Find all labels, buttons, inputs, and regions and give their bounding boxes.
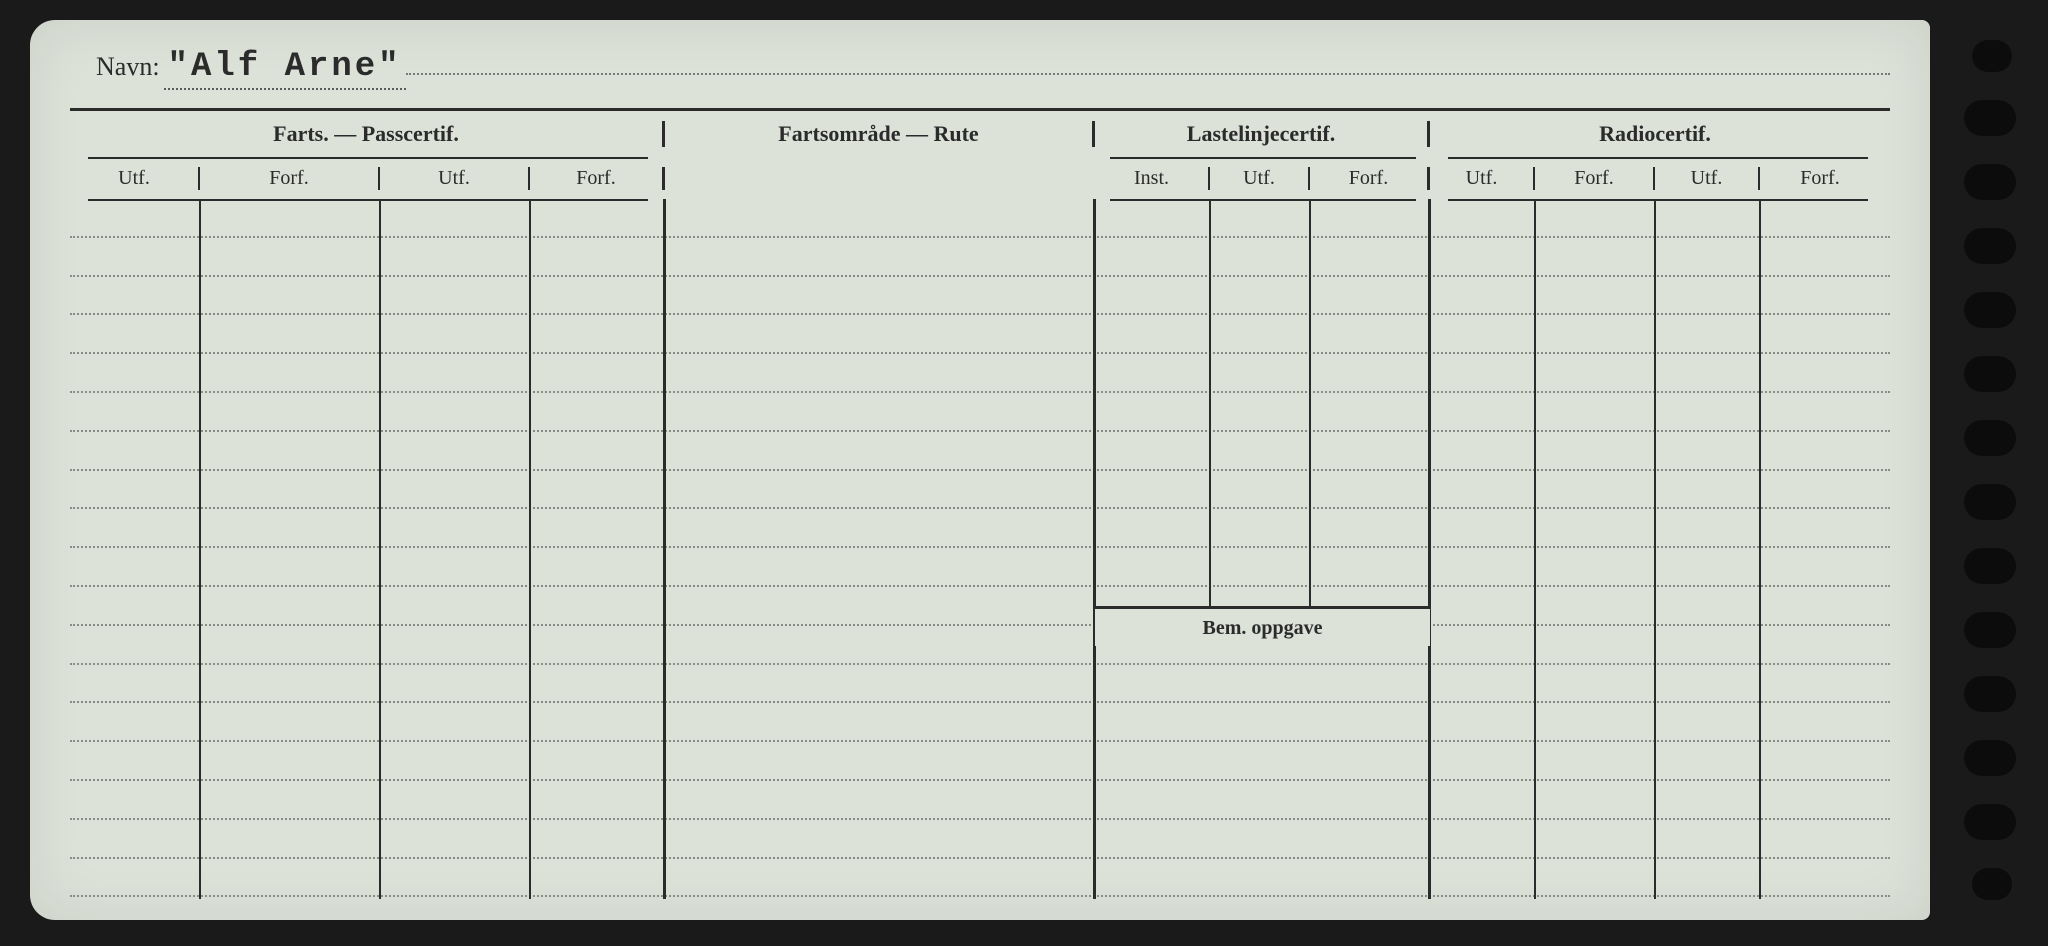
col-utf: Utf. xyxy=(380,167,530,190)
table-row xyxy=(70,665,1890,704)
binder-hole xyxy=(1972,868,2012,900)
header-underline xyxy=(1110,157,1416,159)
header-underline xyxy=(1448,157,1868,159)
name-label: Navn: xyxy=(96,52,160,82)
binder-hole xyxy=(1964,804,2016,840)
table-row xyxy=(70,432,1890,471)
bem-oppgave-label: Bem. oppgave xyxy=(1203,617,1323,639)
table-row xyxy=(70,277,1890,316)
ledger-table: Farts. — Passcertif. Fartsområde — Rute … xyxy=(70,108,1890,898)
name-row: Navn: "Alf Arne" xyxy=(70,48,1890,90)
binder-hole xyxy=(1964,612,2016,648)
binder-hole xyxy=(1964,100,2016,136)
col-forf: Forf. xyxy=(530,167,665,190)
binder-hole xyxy=(1964,548,2016,584)
binder-hole xyxy=(1964,740,2016,776)
col-group-radio: Radiocertif. xyxy=(1430,121,1880,147)
header-underline xyxy=(88,157,648,159)
col-forf: Forf. xyxy=(1310,167,1430,190)
table-row xyxy=(70,820,1890,859)
col-utf: Utf. xyxy=(1655,167,1760,190)
name-underline xyxy=(406,73,1890,75)
sub-header-row: Utf. Forf. Utf. Forf. Inst. Utf. Forf. U… xyxy=(70,157,1890,199)
col-forf: Forf. xyxy=(1760,167,1880,190)
binder-holes xyxy=(1950,40,2030,900)
binder-hole xyxy=(1964,228,2016,264)
col-utf: Utf. xyxy=(70,167,200,190)
binder-hole xyxy=(1964,676,2016,712)
binder-hole xyxy=(1964,356,2016,392)
binder-hole xyxy=(1964,292,2016,328)
table-row xyxy=(70,587,1890,626)
ledger-card: Navn: "Alf Arne" Farts. — Passcertif. Fa… xyxy=(30,20,1930,920)
name-value: "Alf Arne" xyxy=(164,48,406,90)
table-row xyxy=(70,199,1890,238)
binder-hole xyxy=(1964,164,2016,200)
table-row xyxy=(70,509,1890,548)
col-utf: Utf. xyxy=(1210,167,1310,190)
col-utf: Utf. xyxy=(1430,167,1535,190)
table-row xyxy=(70,471,1890,510)
binder-hole xyxy=(1964,484,2016,520)
table-row xyxy=(70,354,1890,393)
binder-hole xyxy=(1964,420,2016,456)
col-inst: Inst. xyxy=(1095,167,1210,190)
col-group-laste: Lastelinjecertif. xyxy=(1095,121,1430,147)
table-row xyxy=(70,548,1890,587)
grid-body xyxy=(70,199,1890,899)
table-row xyxy=(70,781,1890,820)
table-row xyxy=(70,238,1890,277)
col-forf: Forf. xyxy=(1535,167,1655,190)
col-forf: Forf. xyxy=(200,167,380,190)
table-row xyxy=(70,703,1890,742)
table-row xyxy=(70,742,1890,781)
bem-oppgave-header: Bem. oppgave xyxy=(1095,606,1430,646)
binder-hole xyxy=(1972,40,2012,72)
table-row xyxy=(70,859,1890,898)
group-header-row: Farts. — Passcertif. Fartsområde — Rute … xyxy=(70,111,1890,157)
col-group-rute: Fartsområde — Rute xyxy=(665,121,1095,147)
table-row xyxy=(70,315,1890,354)
table-row xyxy=(70,626,1890,665)
col-group-farts: Farts. — Passcertif. xyxy=(70,121,665,147)
table-row xyxy=(70,393,1890,432)
